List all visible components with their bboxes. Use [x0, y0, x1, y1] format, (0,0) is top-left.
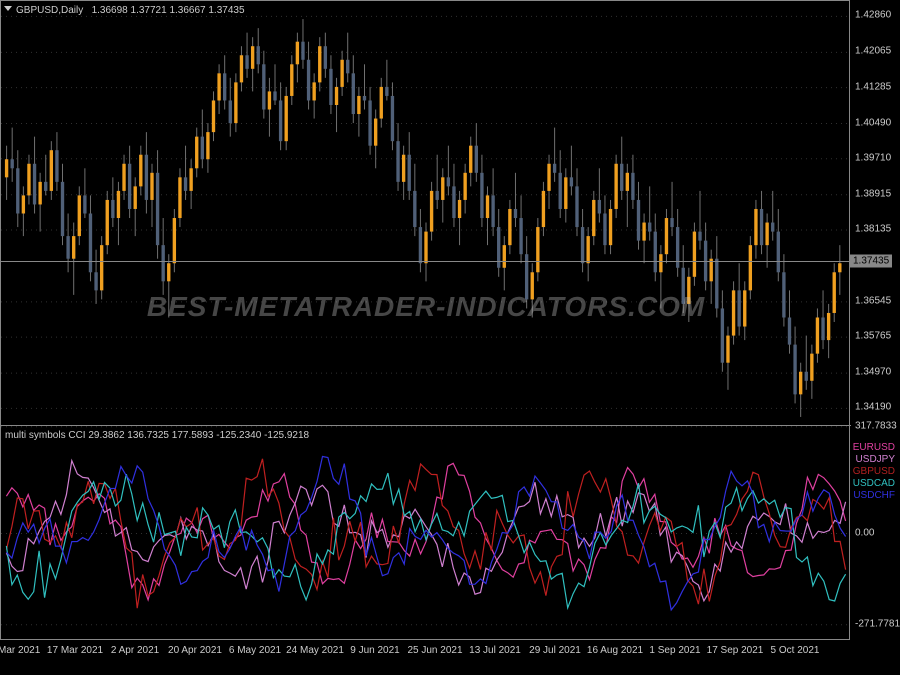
legend-item-usdcad: USDCAD — [800, 478, 895, 489]
time-tick-label: 17 Sep 2021 — [707, 645, 764, 656]
cci-indicator-chart[interactable] — [1, 426, 851, 641]
price-tick-label: 1.35765 — [855, 331, 891, 342]
legend-item-eurusd: EURUSD — [800, 442, 895, 453]
time-tick-label: 1 Sep 2021 — [649, 645, 700, 656]
ohlc-values: 1.36698 1.37721 1.36667 1.37435 — [92, 5, 245, 16]
time-tick-label: 2 Apr 2021 — [111, 645, 159, 656]
legend-item-usdchf: USDCHF — [800, 490, 895, 501]
price-tick-label: 1.38915 — [855, 188, 891, 199]
price-tick-label: 1.34970 — [855, 367, 891, 378]
indicator-values: 29.3862 136.7325 177.5893 -125.2340 -125… — [88, 430, 309, 441]
chevron-down-icon[interactable] — [4, 6, 12, 11]
price-tick-label: 1.42065 — [855, 46, 891, 57]
time-tick-label: 5 Oct 2021 — [771, 645, 820, 656]
indicator-name: multi symbols CCI — [5, 430, 86, 441]
time-tick-label: 24 May 2021 — [286, 645, 344, 656]
price-tick-label: 1.36545 — [855, 295, 891, 306]
time-tick-label: 1 Mar 2021 — [0, 645, 40, 656]
time-tick-label: 25 Jun 2021 — [407, 645, 462, 656]
time-tick-label: 29 Jul 2021 — [529, 645, 581, 656]
price-tick-label: 1.41285 — [855, 81, 891, 92]
time-tick-label: 17 Mar 2021 — [47, 645, 103, 656]
price-tick-label: 1.38135 — [855, 224, 891, 235]
price-tick-label: 1.34190 — [855, 402, 891, 413]
symbol-name: GBPUSD,Daily — [16, 5, 83, 16]
indicator-panel[interactable] — [1, 426, 851, 641]
time-tick-label: 13 Jul 2021 — [469, 645, 521, 656]
price-tick-label: 1.39710 — [855, 152, 891, 163]
indicator-tick-label: -271.7781 — [855, 618, 900, 629]
time-tick-label: 6 May 2021 — [229, 645, 281, 656]
candlestick-chart[interactable] — [1, 1, 851, 426]
symbol-header: GBPUSD,Daily 1.36698 1.37721 1.36667 1.3… — [16, 5, 245, 16]
time-tick-label: 16 Aug 2021 — [587, 645, 643, 656]
time-tick-label: 9 Jun 2021 — [350, 645, 400, 656]
indicator-tick-label: 0.00 — [855, 527, 874, 538]
price-panel[interactable]: GBPUSD,Daily 1.36698 1.37721 1.36667 1.3… — [1, 1, 851, 426]
indicator-tick-label: 317.7833 — [855, 420, 897, 431]
bid-price-tag: 1.37435 — [850, 254, 892, 267]
chart-container: GBPUSD,Daily 1.36698 1.37721 1.36667 1.3… — [0, 0, 850, 640]
price-tick-label: 1.42860 — [855, 10, 891, 21]
price-tick-label: 1.40490 — [855, 117, 891, 128]
time-tick-label: 20 Apr 2021 — [168, 645, 222, 656]
legend-item-gbpusd: GBPUSD — [800, 466, 895, 477]
indicator-header: multi symbols CCI 29.3862 136.7325 177.5… — [5, 430, 309, 441]
legend-item-usdjpy: USDJPY — [800, 454, 895, 465]
bid-line — [0, 261, 850, 262]
